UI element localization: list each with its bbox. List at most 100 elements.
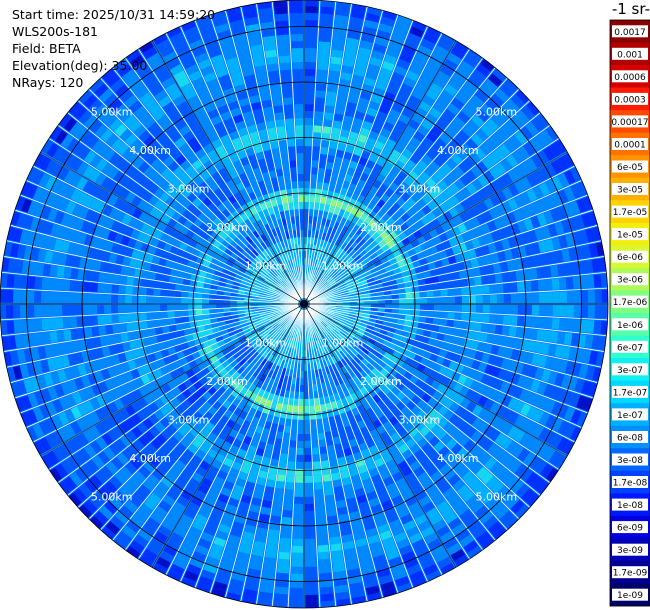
scan-cell xyxy=(336,178,344,187)
scan-cell xyxy=(305,0,319,7)
scan-cell xyxy=(360,507,372,518)
scan-cell xyxy=(317,287,324,293)
scan-cell xyxy=(153,304,161,312)
scan-cell xyxy=(505,119,519,134)
scan-cell xyxy=(545,179,557,194)
scan-cell xyxy=(261,570,275,580)
scan-cell xyxy=(299,391,304,399)
scan-cell xyxy=(551,278,560,290)
scan-cell xyxy=(426,297,434,304)
scan-cell xyxy=(361,242,370,250)
scan-cell xyxy=(404,421,414,432)
scan-cell xyxy=(334,275,342,281)
scan-cell xyxy=(371,474,382,484)
scan-cell xyxy=(526,100,541,116)
scan-cell xyxy=(368,100,380,111)
scan-cell xyxy=(308,377,313,385)
scan-cell xyxy=(320,146,328,155)
scan-cell xyxy=(441,222,451,232)
scan-cell xyxy=(307,244,310,252)
scan-cell xyxy=(382,587,397,599)
scan-cell xyxy=(277,558,290,567)
scan-cell xyxy=(392,236,401,245)
scan-cell xyxy=(288,447,296,455)
scan-cell xyxy=(442,240,452,250)
scan-cell xyxy=(525,158,538,172)
scan-cell xyxy=(381,277,389,283)
scan-cell xyxy=(174,291,182,297)
scan-cell xyxy=(371,94,383,104)
scan-cell xyxy=(317,277,323,284)
scan-cell xyxy=(490,93,504,108)
scan-cell xyxy=(400,83,413,95)
scan-cell xyxy=(333,253,339,261)
scan-cell xyxy=(316,238,321,246)
scan-cell xyxy=(567,376,578,391)
scan-cell xyxy=(432,412,443,424)
scan-cell xyxy=(392,267,401,275)
scan-cell xyxy=(273,494,283,503)
scan-cell xyxy=(340,242,348,250)
scan-cell xyxy=(338,391,346,400)
scan-cell xyxy=(349,160,358,170)
scan-cell xyxy=(412,165,424,176)
scan-cell xyxy=(551,417,563,432)
scan-cell xyxy=(334,414,342,423)
scan-cell xyxy=(468,443,481,456)
scan-cell xyxy=(559,291,567,303)
scan-cell xyxy=(458,355,468,365)
scan-cell xyxy=(342,275,350,281)
scan-cell xyxy=(375,561,389,572)
scan-cell xyxy=(447,456,460,468)
scan-cell xyxy=(436,383,447,394)
scan-cell xyxy=(374,117,385,128)
scan-cell xyxy=(419,298,427,304)
scan-cell xyxy=(323,175,331,184)
scan-cell xyxy=(350,328,358,334)
scan-cell xyxy=(406,526,420,538)
scan-cell xyxy=(381,98,393,109)
scan-cell xyxy=(334,354,341,362)
scan-cell xyxy=(350,241,358,249)
scan-cell xyxy=(441,258,450,267)
scan-cell xyxy=(489,304,497,314)
scan-cell xyxy=(433,297,441,304)
scan-cell xyxy=(394,160,405,171)
scan-cell xyxy=(305,55,316,63)
scan-cell xyxy=(278,460,287,468)
scan-cell xyxy=(139,296,147,304)
scan-cell xyxy=(389,416,399,426)
scan-cell xyxy=(202,304,210,309)
scan-cell xyxy=(499,381,510,393)
scan-cell xyxy=(313,348,318,356)
scan-cell xyxy=(423,270,431,278)
scan-cell xyxy=(304,195,310,203)
scan-cell xyxy=(447,343,457,353)
scan-cell xyxy=(477,421,489,434)
scan-cell xyxy=(532,185,544,199)
scan-cell xyxy=(356,372,364,381)
scan-cell xyxy=(398,309,406,315)
scan-cell xyxy=(505,474,519,489)
scan-cell xyxy=(402,449,413,460)
scan-cell xyxy=(371,451,382,461)
scan-cell xyxy=(343,301,350,304)
scan-cell xyxy=(318,253,323,261)
scan-cell xyxy=(319,203,325,211)
scan-cell xyxy=(441,376,451,386)
scan-cell xyxy=(438,150,450,162)
scan-cell xyxy=(449,402,460,413)
scan-cell xyxy=(319,397,325,405)
scan-cell xyxy=(536,329,545,341)
scan-cell xyxy=(425,88,439,101)
scan-cell xyxy=(329,259,335,267)
scan-cell xyxy=(426,311,434,317)
scan-cell xyxy=(34,291,42,303)
scan-cell xyxy=(454,178,466,190)
scan-cell xyxy=(304,244,307,252)
scan-cell xyxy=(460,174,471,186)
scan-cell xyxy=(317,324,323,331)
scan-cell xyxy=(111,294,119,304)
scan-cell xyxy=(569,200,581,215)
scan-cell xyxy=(315,404,321,413)
